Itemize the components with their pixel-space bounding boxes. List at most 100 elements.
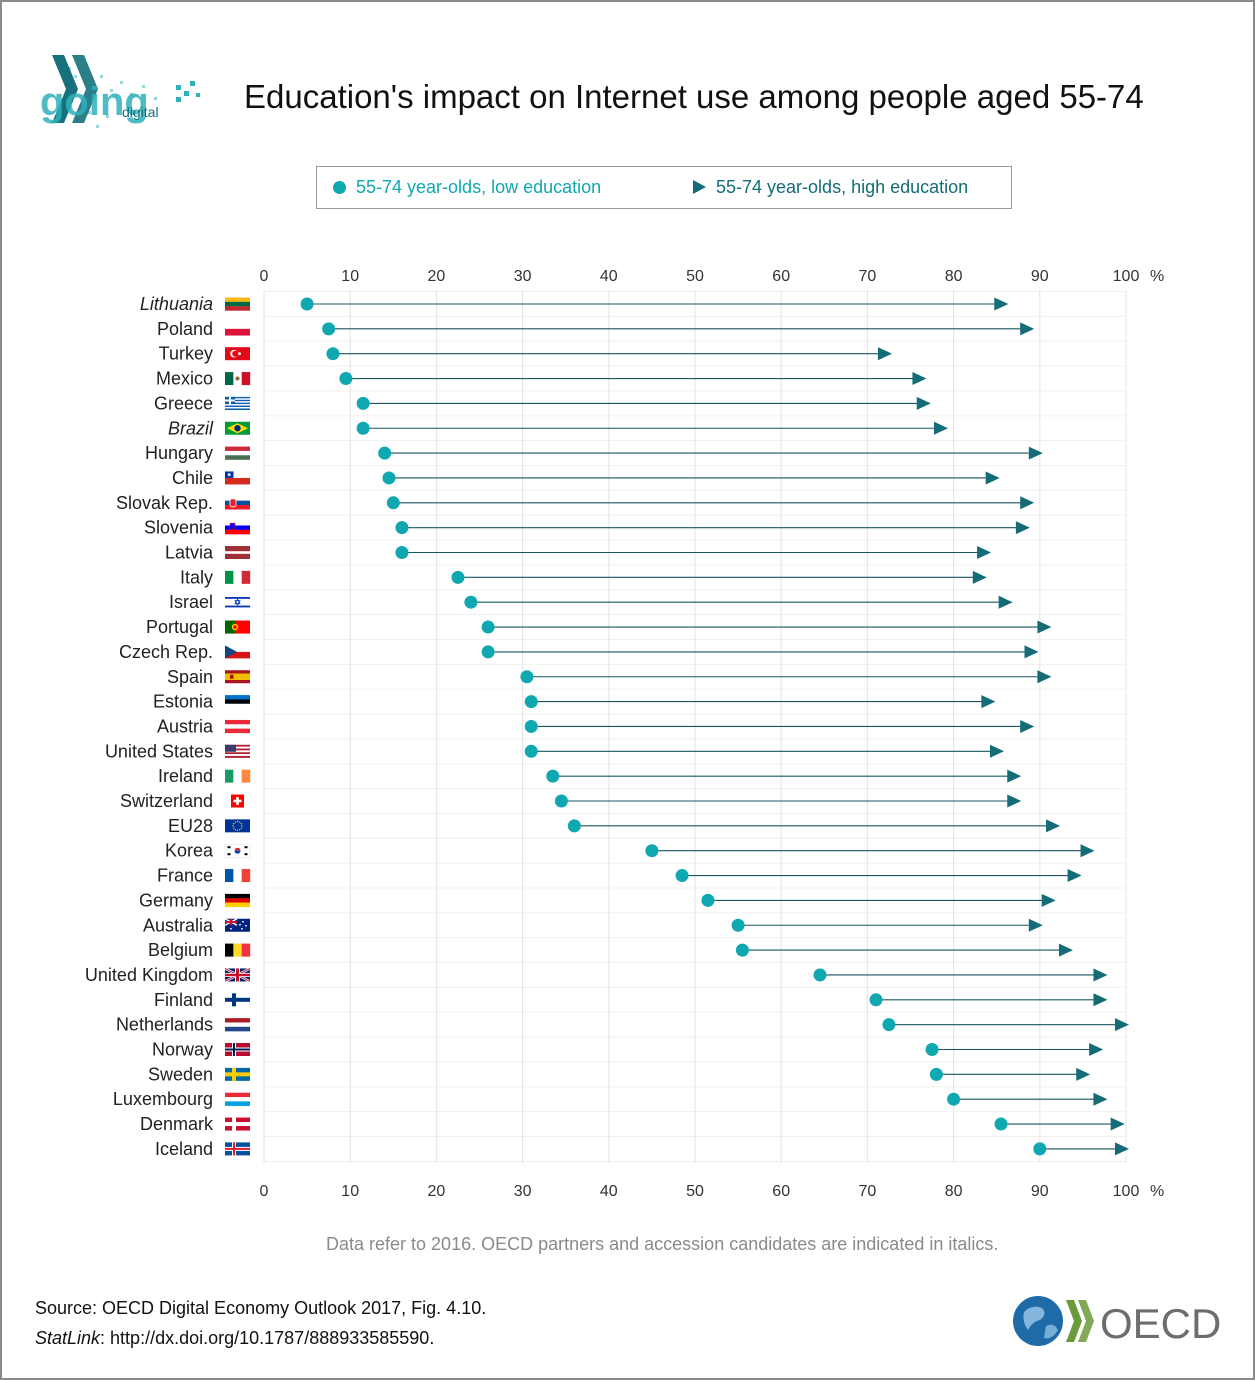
- high-education-marker: [933, 421, 948, 435]
- slovakia-flag-icon: [225, 496, 250, 510]
- high-education-marker: [1041, 893, 1056, 907]
- ireland-flag-icon: [225, 769, 251, 783]
- country-label: Estonia: [153, 692, 214, 712]
- finland-flag-icon: [225, 993, 250, 1007]
- low-education-marker: [326, 347, 340, 361]
- high-education-marker: [1024, 645, 1039, 659]
- chart-row: Germany: [139, 890, 1056, 910]
- high-education-marker: [1110, 1117, 1125, 1131]
- estonia-flag-icon: [225, 695, 250, 709]
- x-tick-label-bottom: 30: [514, 1183, 532, 1200]
- x-tick-label-top: 0: [260, 268, 269, 285]
- statlink-url[interactable]: : http://dx.doi.org/10.1787/888933585590…: [100, 1328, 435, 1348]
- x-tick-label-top: 70: [859, 268, 877, 285]
- statlink-text: StatLink: http://dx.doi.org/10.1787/8889…: [35, 1328, 434, 1349]
- high-education-marker: [977, 546, 992, 559]
- high-education-marker: [1007, 769, 1022, 783]
- france-flag-icon: [225, 869, 251, 883]
- high-education-marker: [1007, 794, 1022, 808]
- high-education-marker: [1028, 446, 1043, 460]
- logo-digital-text: digital: [122, 104, 159, 120]
- country-label: Czech Rep.: [119, 642, 213, 662]
- chart-row: Estonia: [153, 692, 996, 712]
- high-education-marker: [1028, 918, 1043, 932]
- low-education-marker: [1033, 1142, 1047, 1156]
- turkey-flag-icon: [225, 347, 250, 361]
- chart-row: Slovenia: [144, 518, 1030, 538]
- low-education-marker: [322, 322, 336, 336]
- low-education-marker: [869, 993, 883, 1007]
- high-education-marker: [1089, 1043, 1104, 1056]
- low-education-marker: [481, 620, 495, 634]
- chart-row: Israel: [169, 592, 1013, 612]
- low-education-marker: [701, 893, 715, 907]
- lithuania-flag-icon: [225, 297, 250, 311]
- high-education-marker: [1058, 943, 1073, 957]
- x-tick-label-top: 90: [1031, 268, 1049, 285]
- low-education-marker: [520, 670, 534, 684]
- x-tick-label-bottom: 70: [859, 1183, 877, 1200]
- country-label: Brazil: [168, 418, 214, 438]
- country-label: Lithuania: [140, 294, 213, 314]
- country-label: Germany: [139, 890, 213, 910]
- chart-row: Australia: [143, 915, 1043, 935]
- high-education-marker: [877, 347, 892, 361]
- low-education-marker: [481, 645, 495, 659]
- country-label: France: [157, 866, 213, 886]
- country-label: Norway: [152, 1040, 213, 1060]
- x-tick-label-top: 60: [772, 268, 790, 285]
- high-education-marker: [1046, 819, 1061, 833]
- country-label: Hungary: [145, 443, 213, 463]
- x-tick-label-top: 100: [1113, 268, 1140, 285]
- high-education-marker: [1020, 496, 1035, 510]
- legend-item-low: 55-74 year-olds, low education: [333, 167, 601, 208]
- logo-going-text: going: [40, 80, 149, 124]
- globe-icon: [1013, 1296, 1063, 1346]
- country-label: Austria: [157, 716, 214, 736]
- country-label: Chile: [172, 468, 213, 488]
- oecd-logo: OECD: [1013, 1296, 1221, 1347]
- x-unit-label-bottom: %: [1150, 1183, 1164, 1200]
- x-tick-label-bottom: 10: [341, 1183, 359, 1200]
- country-label: Korea: [165, 841, 214, 861]
- chart-row: Mexico: [156, 369, 927, 389]
- germany-flag-icon: [225, 893, 250, 908]
- latvia-flag-icon: [225, 546, 250, 559]
- going-digital-logo: going digital: [40, 55, 200, 128]
- denmark-flag-icon: [225, 1117, 250, 1131]
- low-education-marker: [524, 695, 538, 709]
- high-education-marker: [998, 595, 1013, 609]
- country-label: Israel: [169, 592, 213, 612]
- chart-row: EU28: [168, 816, 1061, 836]
- mexico-flag-icon: [225, 372, 251, 386]
- high-education-marker: [1067, 869, 1082, 883]
- circle-marker-icon: [333, 181, 346, 194]
- source-text: Source: OECD Digital Economy Outlook 201…: [35, 1298, 487, 1318]
- spain-flag-icon: [225, 670, 250, 684]
- chart-row: France: [157, 866, 1082, 886]
- switzerland-flag-icon: [231, 794, 244, 808]
- legend: 55-74 year-olds, low education 55-74 yea…: [316, 166, 1012, 209]
- chart-row: Poland: [157, 319, 1035, 339]
- chart-row: Finland: [154, 990, 1108, 1010]
- country-label: Luxembourg: [113, 1089, 213, 1109]
- chart-row: Iceland: [155, 1139, 1129, 1159]
- x-tick-label-bottom: 0: [260, 1183, 269, 1200]
- high-education-marker: [972, 570, 987, 584]
- high-education-marker: [1093, 968, 1108, 982]
- uk-flag-icon: [224, 967, 251, 983]
- country-label: Sweden: [148, 1064, 213, 1084]
- country-label: Finland: [154, 990, 213, 1010]
- chart-row: Latvia: [165, 543, 992, 563]
- chart-row: Netherlands: [116, 1015, 1129, 1035]
- chart-row: Greece: [154, 393, 931, 413]
- korea-flag-icon: [224, 843, 251, 858]
- low-education-marker: [386, 496, 400, 510]
- italy-flag-icon: [225, 570, 251, 584]
- low-education-marker: [813, 968, 827, 982]
- austria-flag-icon: [225, 719, 250, 734]
- country-label: Australia: [143, 915, 214, 935]
- high-education-marker: [1115, 1142, 1129, 1156]
- x-tick-label-top: 50: [686, 268, 704, 285]
- greece-flag-icon: [225, 396, 250, 410]
